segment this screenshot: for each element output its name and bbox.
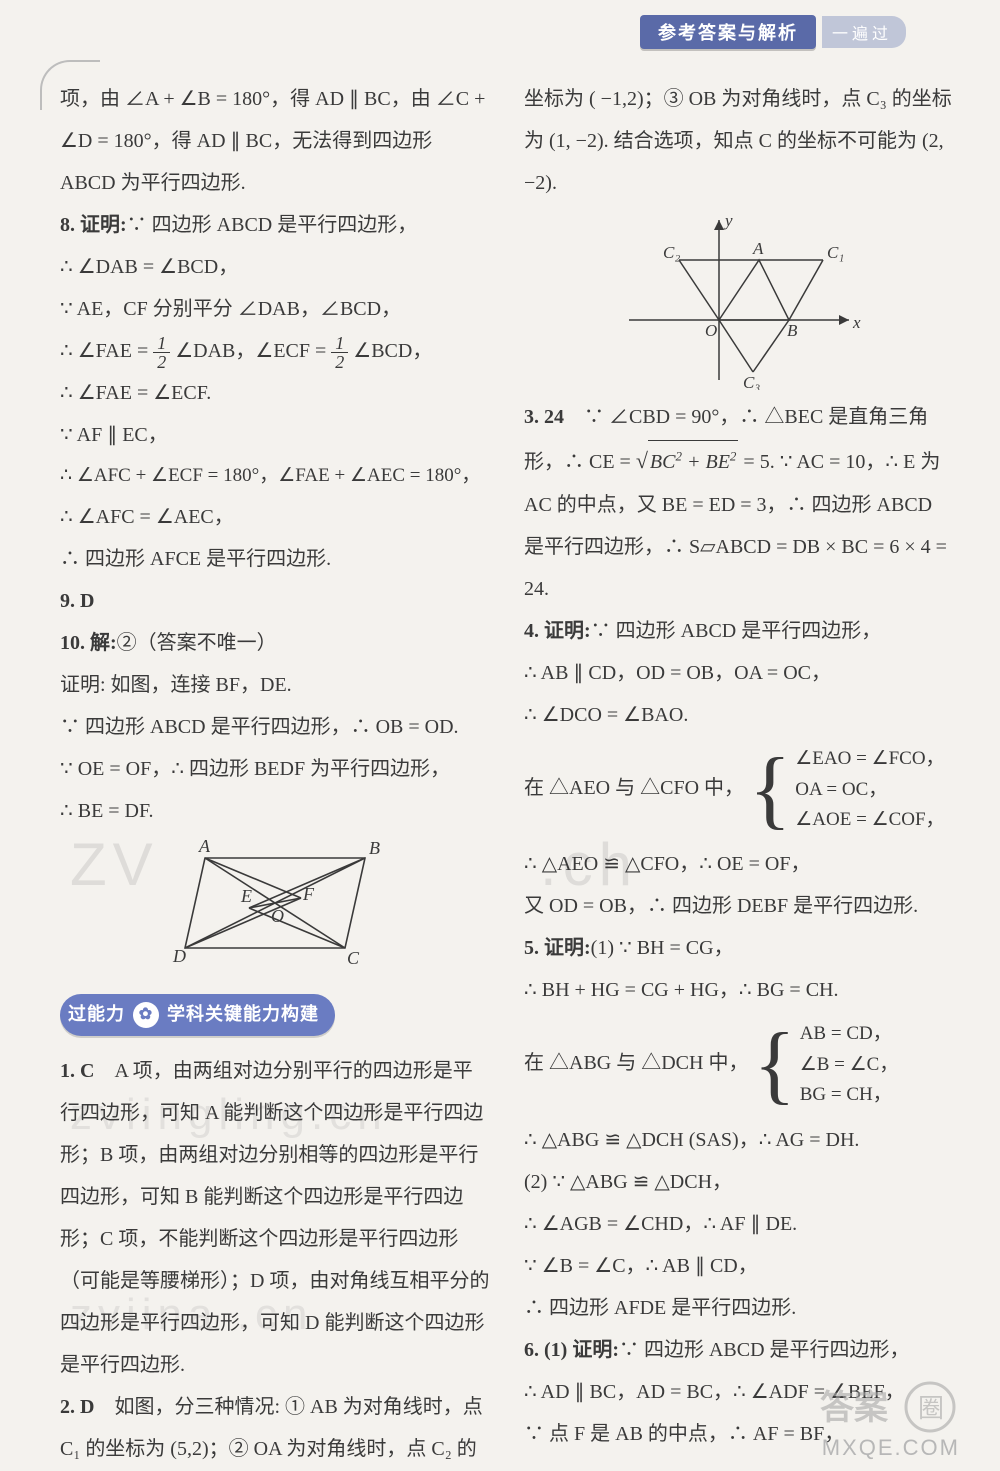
svg-text:x: x bbox=[852, 313, 861, 332]
svg-text:C₃: C₃ bbox=[743, 373, 760, 390]
banner-icon: ✿ bbox=[133, 1002, 159, 1028]
solution-1: 1. C A 项，由两组对边分别平行的四边形是平行四边形，可知 A 能判断这个四… bbox=[60, 1050, 490, 1386]
svg-text:O: O bbox=[271, 906, 284, 926]
question-8: 8. 证明:∵ 四边形 ABCD 是平行四边形， bbox=[60, 204, 490, 246]
line: ∵ AE，CF 分别平分 ∠DAB，∠BCD， bbox=[60, 288, 490, 330]
question-9: 9. D bbox=[60, 580, 490, 622]
question-10: 10. 解:②（答案不唯一） bbox=[60, 622, 490, 664]
line: ∴ ∠AGB = ∠CHD，∴ AF ∥ DE. bbox=[524, 1203, 954, 1245]
paragraph: 项，由 ∠A + ∠B = 180°，得 AD ∥ BC，由 ∠C + ∠D =… bbox=[60, 78, 490, 204]
svg-text:O: O bbox=[705, 321, 717, 340]
page-header: 参考答案与解析 一遍过 bbox=[640, 12, 1000, 52]
line: ∴ AB ∥ CD，OD = OB，OA = OC， bbox=[524, 652, 954, 694]
line: ∴ BH + HG = CG + HG，∴ BG = CH. bbox=[524, 969, 954, 1011]
paragraph: 坐标为 ( −1,2)；③ OB 为对角线时，点 C₃ 的坐标为 (1, −2)… bbox=[524, 78, 954, 204]
header-title: 参考答案与解析 bbox=[640, 15, 816, 49]
line: 在 △ABG 与 △DCH 中， { AB = CD， ∠B = ∠C， BG … bbox=[524, 1019, 954, 1110]
line: ∴ ∠AFC + ∠ECF = 180°，∠FAE + ∠AEC = 180°， bbox=[60, 456, 490, 496]
line: ∴ ∠AFC = ∠AEC， bbox=[60, 496, 490, 538]
svg-text:y: y bbox=[723, 211, 733, 230]
content-area: 项，由 ∠A + ∠B = 180°，得 AD ∥ BC，由 ∠C + ∠D =… bbox=[60, 78, 954, 1441]
section-banner: 过能力 ✿ 学科关键能力构建 bbox=[60, 994, 335, 1036]
figure-coordinates: O A B x y C₁ C₂ C₃ bbox=[609, 210, 869, 390]
svg-text:D: D bbox=[172, 946, 186, 966]
line: ∵ AF ∥ EC， bbox=[60, 414, 490, 456]
figure-parallelogram: A B C D E F O bbox=[145, 838, 405, 978]
svg-text:E: E bbox=[240, 886, 252, 906]
line: ∴ 四边形 AFCE 是平行四边形. bbox=[60, 538, 490, 580]
solution-2: 2. D 如图，分三种情况: ① AB 为对角线时，点 C₁ 的坐标为 (5,2… bbox=[60, 1386, 490, 1470]
line: ∵ ∠B = ∠C，∴ AB ∥ CD， bbox=[524, 1245, 954, 1287]
line: 证明: 如图，连接 BF，DE. bbox=[60, 664, 490, 706]
svg-text:B: B bbox=[369, 838, 380, 858]
right-column: 坐标为 ( −1,2)；③ OB 为对角线时，点 C₃ 的坐标为 (1, −2)… bbox=[524, 78, 954, 1441]
svg-text:C: C bbox=[347, 948, 360, 968]
svg-text:F: F bbox=[302, 884, 315, 904]
question-4: 4. 证明:∵ 四边形 ABCD 是平行四边形， bbox=[524, 610, 954, 652]
svg-text:A: A bbox=[198, 838, 211, 856]
svg-text:C₁: C₁ bbox=[827, 243, 844, 262]
svg-text:B: B bbox=[787, 321, 798, 340]
line: ∴ △ABG ≌ △DCH (SAS)，∴ AG = DH. bbox=[524, 1119, 954, 1161]
line: ∴ ∠DCO = ∠BAO. bbox=[524, 694, 954, 736]
line: ∵ 四边形 ABCD 是平行四边形，∴ OB = OD. bbox=[60, 706, 490, 748]
question-5: 5. 证明:(1) ∵ BH = CG， bbox=[524, 927, 954, 969]
banner-right: 学科关键能力构建 bbox=[167, 996, 319, 1034]
svg-text:圈: 圈 bbox=[918, 1394, 944, 1423]
line: 又 OD = OB，∴ 四边形 DEBF 是平行四边形. bbox=[524, 885, 954, 927]
line: ∴ 四边形 AFDE 是平行四边形. bbox=[524, 1287, 954, 1329]
footer-url: MXQE.COM bbox=[822, 1435, 960, 1461]
line: ∴ BE = DF. bbox=[60, 790, 490, 832]
svg-text:C₂: C₂ bbox=[663, 243, 680, 262]
svg-text:A: A bbox=[752, 239, 764, 258]
line: ∴ ∠FAE = 12 ∠DAB，∠ECF = 12 ∠BCD， bbox=[60, 330, 490, 372]
svg-text:答案: 答案 bbox=[820, 1389, 889, 1427]
line: (2) ∵ △ABG ≌ △DCH， bbox=[524, 1161, 954, 1203]
header-tab: 一遍过 bbox=[822, 16, 906, 48]
line: ∴ △AEO ≌ △CFO，∴ OE = OF， bbox=[524, 843, 954, 885]
question-6: 6. (1) 证明:∵ 四边形 ABCD 是平行四边形， bbox=[524, 1329, 954, 1371]
banner-left: 过能力 bbox=[68, 996, 125, 1034]
line: 在 △AEO 与 △CFO 中， { ∠EAO = ∠FCO， OA = OC，… bbox=[524, 744, 954, 835]
line: ∵ OE = OF，∴ 四边形 BEDF 为平行四边形， bbox=[60, 748, 490, 790]
line: ∴ ∠DAB = ∠BCD， bbox=[60, 246, 490, 288]
question-3: 3. 24 ∵ ∠CBD = 90°，∴ △BEC 是直角三角形，∴ CE = … bbox=[524, 396, 954, 610]
footer-logo: 答案 圈 bbox=[820, 1377, 960, 1437]
left-column: 项，由 ∠A + ∠B = 180°，得 AD ∥ BC，由 ∠C + ∠D =… bbox=[60, 78, 490, 1441]
line: ∴ ∠FAE = ∠ECF. bbox=[60, 372, 490, 414]
